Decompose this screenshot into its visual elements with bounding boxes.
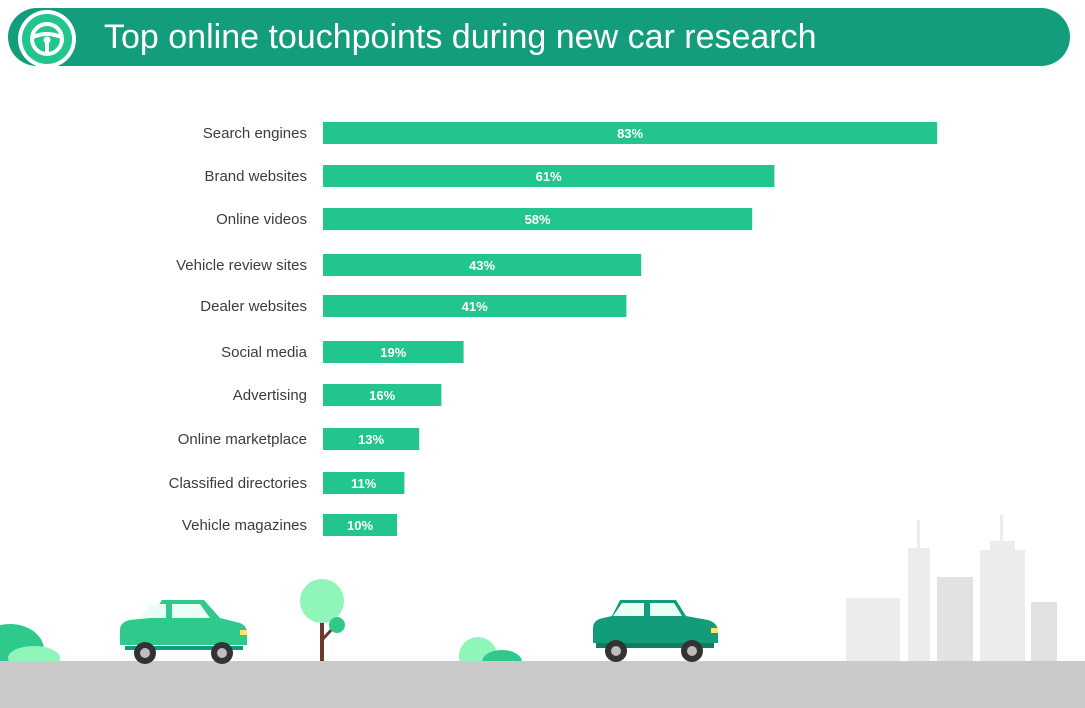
value-label: 11% bbox=[351, 476, 377, 491]
road bbox=[0, 661, 1085, 708]
bar bbox=[323, 208, 753, 230]
building bbox=[1031, 602, 1057, 662]
bar bbox=[323, 122, 938, 144]
category-label: Search engines bbox=[203, 125, 307, 142]
building-antenna bbox=[917, 520, 920, 548]
value-label: 16% bbox=[369, 388, 395, 403]
car-left bbox=[120, 600, 247, 664]
bars-layer: Search engines 83% Brand websites 61% Online… bbox=[169, 122, 938, 536]
value-label: 10% bbox=[347, 518, 373, 533]
category-label: Online videos bbox=[216, 211, 307, 228]
bar bbox=[323, 295, 627, 317]
steering-wheel-icon bbox=[18, 10, 76, 68]
chart-title: Top online touchpoints during new car re… bbox=[104, 18, 817, 56]
category-label: Social media bbox=[221, 344, 308, 361]
category-label: Online marketplace bbox=[178, 431, 307, 448]
bar bbox=[323, 428, 420, 450]
category-label: Dealer websites bbox=[200, 298, 307, 315]
value-label: 61% bbox=[536, 169, 562, 184]
bar bbox=[323, 165, 775, 187]
value-label: 83% bbox=[617, 126, 643, 141]
bar bbox=[323, 254, 642, 276]
value-label: 43% bbox=[469, 258, 495, 273]
category-label: Vehicle review sites bbox=[176, 257, 307, 274]
building bbox=[937, 577, 973, 662]
building bbox=[846, 598, 900, 662]
category-label: Advertising bbox=[233, 387, 307, 404]
bar bbox=[323, 472, 405, 494]
category-label: Classified directories bbox=[169, 475, 307, 492]
bar bbox=[323, 514, 397, 536]
city-skyline bbox=[846, 515, 1057, 662]
building-top bbox=[990, 541, 1015, 551]
bar bbox=[323, 341, 464, 363]
value-label: 13% bbox=[358, 432, 384, 447]
value-label: 19% bbox=[380, 345, 406, 360]
category-label: Vehicle magazines bbox=[182, 517, 307, 534]
building bbox=[980, 550, 1025, 662]
category-label: Brand websites bbox=[204, 168, 307, 185]
car-right bbox=[593, 600, 718, 662]
value-label: 41% bbox=[462, 299, 488, 314]
building-antenna bbox=[1000, 515, 1003, 542]
title-banner bbox=[8, 8, 1070, 66]
bar bbox=[323, 384, 442, 406]
tree bbox=[300, 579, 345, 662]
value-label: 58% bbox=[525, 212, 551, 227]
building bbox=[908, 548, 930, 662]
